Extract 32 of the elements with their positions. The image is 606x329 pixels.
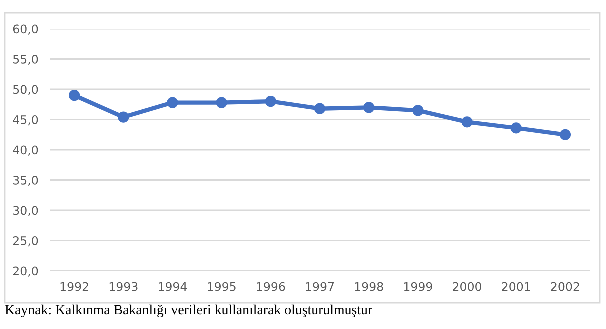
point xyxy=(560,129,572,140)
y-tick-label: 30,0 xyxy=(14,206,38,216)
point xyxy=(216,97,228,108)
x-tick-label: 1995 xyxy=(208,282,236,292)
point xyxy=(462,116,473,128)
y-tick-label: 55,0 xyxy=(14,54,38,66)
y-tick-label: 45,0 xyxy=(13,115,38,126)
x-tick-label: 1997 xyxy=(306,282,334,292)
point xyxy=(118,112,130,123)
y-tick-label: 20,0 xyxy=(13,266,38,277)
point xyxy=(412,105,424,116)
y-tick-label: 60,0 xyxy=(13,24,38,35)
point xyxy=(314,103,326,114)
point xyxy=(510,122,522,134)
y-tick-label: 25,0 xyxy=(13,236,38,247)
point xyxy=(364,102,375,114)
x-tick-label: 2002 xyxy=(551,282,580,292)
x-tick-label: 1994 xyxy=(159,282,188,292)
x-tick-label: 1999 xyxy=(404,282,432,292)
x-tick-label: 1996 xyxy=(257,282,286,292)
x-tick-label: 2000 xyxy=(453,282,482,292)
x-tick-label: 1992 xyxy=(60,282,88,292)
x-tick-label: 2001 xyxy=(502,282,530,292)
point xyxy=(68,90,80,102)
y-tick-label: 40,0 xyxy=(13,146,38,156)
point xyxy=(265,96,276,108)
y-tick-label: 50,0 xyxy=(14,85,38,96)
point xyxy=(167,97,178,108)
text: Kaynak: Kalkınma Bakanlığı verileri kullanılarak oluşturulmuştur xyxy=(5,304,372,318)
x-tick-label: 1998 xyxy=(355,282,384,292)
y-tick-label: 35,0 xyxy=(14,176,38,186)
x-tick-label: 1993 xyxy=(110,282,138,292)
